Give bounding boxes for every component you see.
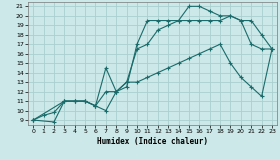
X-axis label: Humidex (Indice chaleur): Humidex (Indice chaleur) [97, 137, 208, 146]
